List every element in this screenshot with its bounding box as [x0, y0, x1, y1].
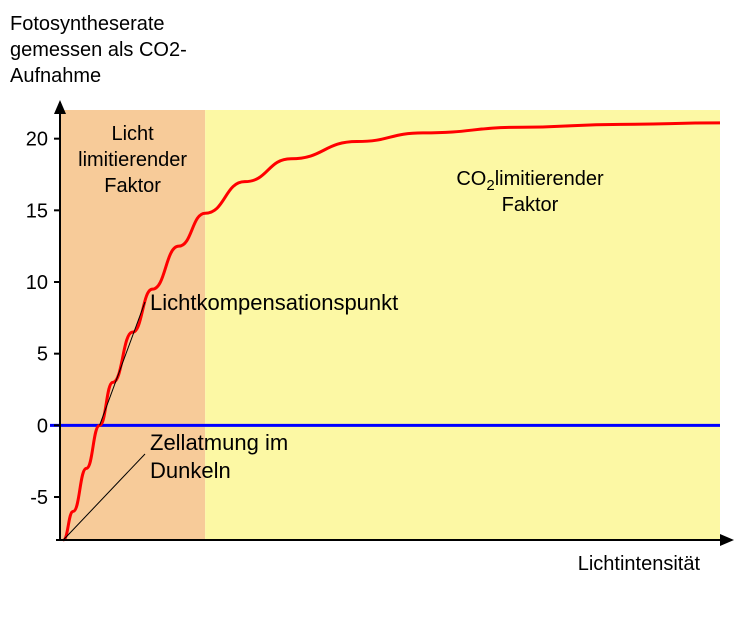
- chart-title-line: Fotosyntheserate: [10, 13, 165, 35]
- y-axis-arrow-icon: [54, 100, 66, 114]
- x-axis-arrow-icon: [720, 534, 734, 546]
- y-tick-label: 5: [37, 344, 48, 366]
- y-tick-label: 10: [26, 272, 48, 294]
- light-limiting-label: Faktor: [104, 175, 161, 197]
- y-tick-label: 15: [26, 200, 48, 222]
- light-limiting-label: limitierender: [78, 149, 187, 171]
- y-tick-label: 0: [37, 415, 48, 437]
- photosynthesis-chart: -5 0 5 10 15 20 Lichtintensität Fotosyntheserat…: [0, 0, 750, 624]
- chart-title-line: gemessen als CO2-: [10, 39, 187, 61]
- y-tick-label: -5: [30, 487, 48, 509]
- co2-limiting-label: Faktor: [502, 194, 559, 216]
- chart-title-line: Aufnahme: [10, 65, 101, 87]
- compensation-point-label: Lichtkompensationspunkt: [150, 290, 398, 315]
- dark-respiration-label: Dunkeln: [150, 458, 231, 483]
- dark-respiration-label: Zellatmung im: [150, 430, 288, 455]
- x-axis-label: Lichtintensität: [578, 553, 701, 575]
- chart-container: -5 0 5 10 15 20 Lichtintensität Fotosyntheserat…: [0, 0, 750, 624]
- y-tick-label: 20: [26, 129, 48, 151]
- light-limiting-label: Licht: [111, 123, 154, 145]
